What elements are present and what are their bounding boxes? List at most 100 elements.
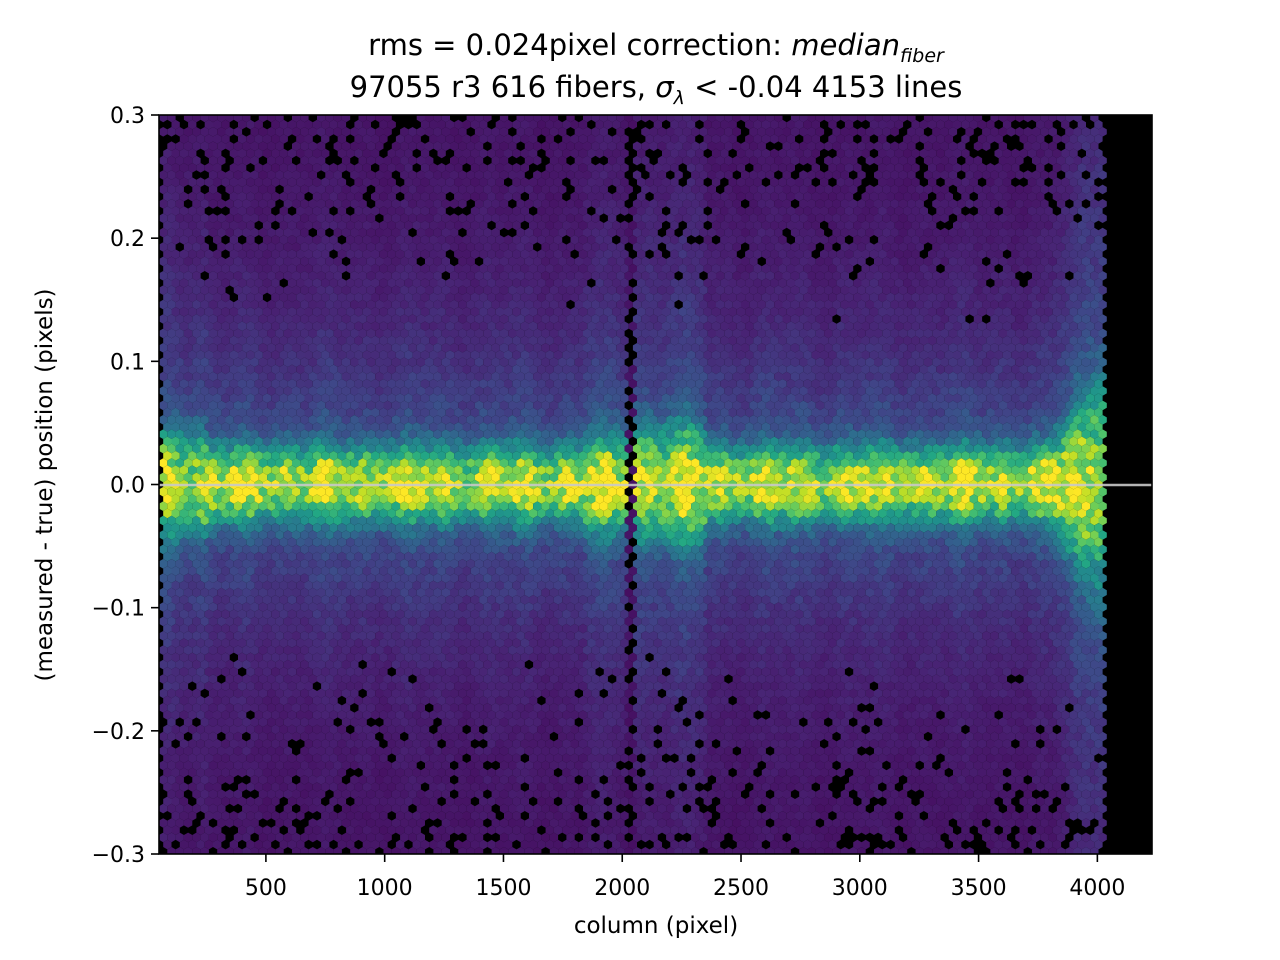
hexbin-cell (1065, 170, 1074, 180)
hexbin-cell (267, 184, 276, 195)
hexbin-cell (362, 177, 371, 187)
hexbin-cell (882, 213, 891, 223)
hexbin-cell (757, 170, 766, 180)
hexbin-cell (549, 115, 559, 123)
hexbin-cell (520, 235, 529, 245)
hexbin-cell (325, 127, 334, 137)
hexbin-cell (799, 242, 808, 252)
hexbin-cell (944, 235, 953, 245)
chart-title-line-2: 97055 r3 616 fibers, σλ < -0.04 4153 lin… (350, 70, 963, 109)
hexbin-cell (262, 191, 272, 202)
hexbin-cell (1086, 148, 1095, 159)
hexbin-cell (454, 119, 463, 130)
hexbin-cell (292, 227, 301, 238)
hexbin-cell (1094, 119, 1103, 130)
hexbin-cell (383, 199, 392, 209)
hexbin-cell (163, 249, 172, 259)
hexbin-cell (217, 199, 226, 209)
title-line-2-subscript: λ (673, 87, 685, 109)
hexbin-cell (504, 119, 513, 130)
hexbin-cell (188, 134, 197, 144)
hexbin-cell (433, 170, 442, 180)
hexbin-cell (969, 163, 978, 173)
hexbin-cell (271, 163, 280, 173)
hexbin-cell (159, 127, 168, 137)
hexbin-cell (799, 199, 808, 209)
hexbin-cell (1048, 170, 1057, 180)
hexbin-cell (844, 119, 854, 130)
hexbin-cell (1065, 127, 1074, 137)
hexbin-cell (583, 227, 592, 238)
hexbin-cell (1090, 141, 1099, 151)
hexbin-cell (616, 155, 625, 166)
hexbin-cell (524, 155, 534, 166)
hexbin-cell (745, 134, 754, 144)
hexbin-cell (441, 242, 450, 252)
hexbin-cell (907, 242, 916, 252)
hexbin-cell (233, 141, 243, 151)
hexbin-cell (882, 115, 891, 123)
hexbin-cell (329, 163, 338, 173)
hexbin-cell (512, 206, 521, 216)
hexbin-cell (811, 235, 820, 245)
hexbin-cell (524, 127, 534, 137)
hexbin-cell (520, 206, 529, 216)
hexbin-cell (691, 127, 700, 137)
hexbin-cell (1023, 127, 1032, 137)
hexbin-cell (1065, 213, 1074, 223)
hexbin-cell (923, 184, 933, 195)
hexbin-cell (287, 119, 297, 130)
hexbin-cell (470, 177, 480, 187)
hexbin-cell (242, 170, 251, 180)
hexbin-cell (728, 220, 737, 231)
hexbin-cell (262, 249, 272, 259)
hexbin-cell (450, 141, 459, 151)
hexbin-cell (533, 170, 542, 180)
hexbin-cell (358, 141, 367, 151)
hexbin-cell (254, 148, 263, 159)
hexbin-cell (1094, 235, 1103, 245)
hexbin-cell (894, 220, 904, 231)
hexbin-cell (333, 227, 342, 238)
hexbin-cell (657, 184, 667, 195)
hexbin-cell (296, 206, 305, 216)
hexbin-cell (317, 141, 326, 151)
hexbin-cell (1027, 206, 1037, 216)
hexbin-cell (915, 227, 924, 238)
hexbin-cell (778, 177, 787, 187)
hexbin-cell (1090, 155, 1099, 166)
hexbin-cell (512, 119, 521, 130)
hexbin-cell (953, 119, 962, 130)
hexbin-cell (907, 213, 916, 223)
hexbin-cell (258, 115, 268, 123)
hexbin-cell (458, 213, 467, 223)
hexbin-cell (159, 213, 168, 223)
hexbin-cell (645, 177, 654, 187)
hexbin-cell (533, 127, 542, 137)
hexbin-cell (870, 105, 878, 115)
hexbin-cell (724, 170, 733, 180)
hexbin-cell (171, 249, 180, 259)
hexbin-cell (1027, 220, 1037, 231)
hexbin-cell (1002, 177, 1012, 187)
hexbin-cell (470, 134, 480, 144)
hexbin-cell (724, 213, 733, 223)
hexbin-cell (670, 148, 679, 159)
hexbin-cell (217, 155, 226, 166)
hexbin-cell (969, 177, 978, 187)
hexbin-cell (720, 105, 728, 115)
hexbin-cell (387, 191, 396, 202)
hexbin-cell (375, 242, 384, 252)
hexbin-cell (404, 220, 413, 231)
hexbin-cell (304, 235, 313, 245)
hexbin-cell (159, 170, 168, 180)
hexbin-cell (603, 177, 613, 187)
hexbin-cell (674, 199, 683, 209)
hexbin-cell (649, 170, 658, 180)
hexbin-cell (977, 191, 987, 202)
hexbin-cell (869, 206, 879, 216)
hexbin-cell (828, 191, 837, 202)
hexbin-cell (637, 105, 645, 115)
hexbin-cell (420, 235, 430, 245)
hexbin-cell (1069, 191, 1078, 202)
